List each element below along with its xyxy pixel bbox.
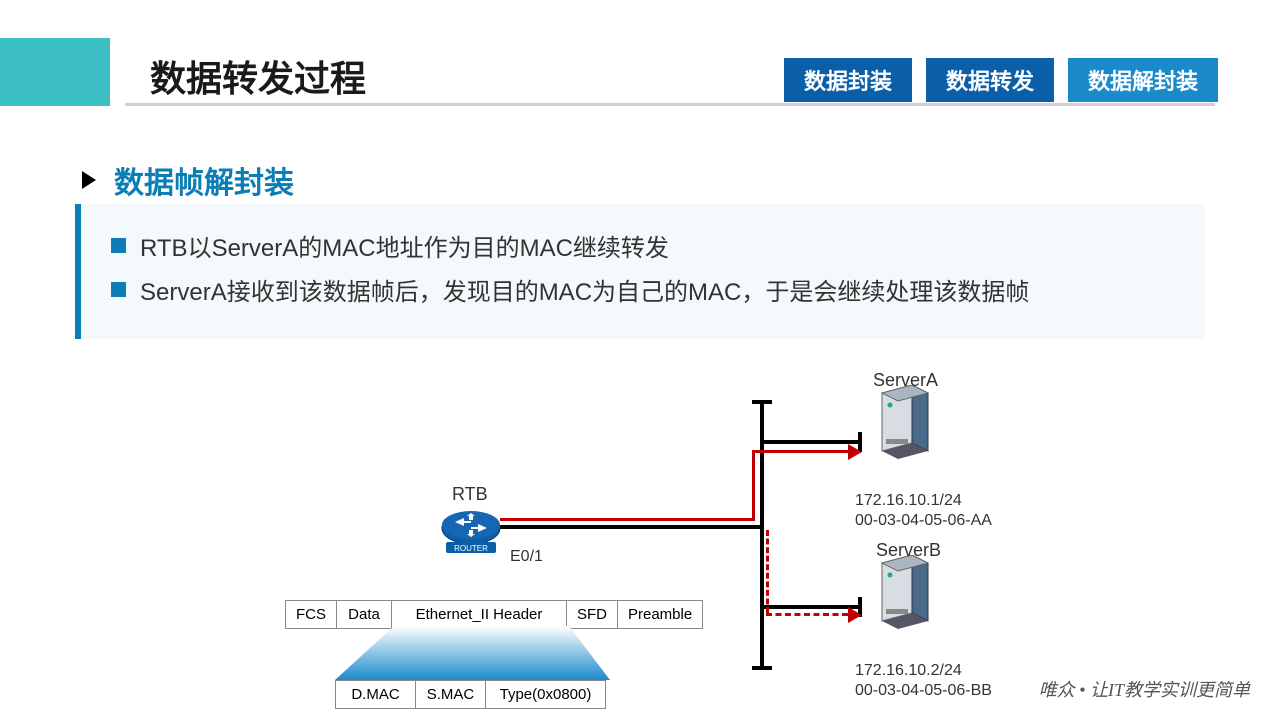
frame-cell: SFD bbox=[567, 601, 618, 629]
diagram-label: 172.16.10.2/24 bbox=[855, 662, 962, 680]
diagram-label: ServerB bbox=[876, 540, 941, 561]
pill-row: 数据封装数据转发数据解封装 bbox=[784, 58, 1218, 102]
frame-cell: Ethernet_II Header bbox=[392, 601, 567, 629]
frame-cell: D.MAC bbox=[336, 681, 416, 709]
connector-line bbox=[760, 605, 858, 609]
nav-pill: 数据转发 bbox=[926, 58, 1054, 102]
connector-line bbox=[752, 450, 755, 521]
frame-cell: Data bbox=[337, 601, 392, 629]
arrowhead-icon bbox=[848, 444, 862, 460]
server-icon bbox=[870, 555, 940, 640]
nav-pill: 数据封装 bbox=[784, 58, 912, 102]
accent-block bbox=[0, 38, 110, 106]
bullet-text: ServerA接收到该数据帧后，发现目的MAC为自己的MAC，于是会继续处理该数… bbox=[140, 274, 1029, 312]
diagram-label: RTB bbox=[452, 484, 488, 505]
section-title: 数据帧解封装 bbox=[114, 158, 294, 202]
frame-cell: Preamble bbox=[618, 601, 703, 629]
diagram-label: ServerA bbox=[873, 370, 938, 391]
triangle-bullet-icon bbox=[82, 171, 96, 189]
connector-line bbox=[752, 450, 848, 453]
connector-line bbox=[495, 525, 760, 529]
connector-line bbox=[752, 666, 772, 670]
dashed-line bbox=[766, 530, 769, 613]
outer-frame-table: FCSDataEthernet_II HeaderSFDPreamble bbox=[285, 600, 703, 629]
footer-slogan: 唯众 • 让IT教学实训更简单 bbox=[1039, 676, 1250, 702]
dashed-line bbox=[766, 613, 848, 616]
bullet-panel: RTB以ServerA的MAC地址作为目的MAC继续转发 ServerA接收到该数… bbox=[75, 204, 1205, 339]
diagram-label: 172.16.10.1/24 bbox=[855, 492, 962, 510]
svg-text:ROUTER: ROUTER bbox=[454, 544, 488, 553]
nav-pill: 数据解封装 bbox=[1068, 58, 1218, 102]
square-bullet-icon bbox=[111, 282, 126, 297]
diagram-label: E0/1 bbox=[510, 548, 543, 566]
connector-line bbox=[760, 440, 858, 444]
arrowhead-icon bbox=[848, 607, 862, 623]
bullet-text: RTB以ServerA的MAC地址作为目的MAC继续转发 bbox=[140, 230, 669, 268]
square-bullet-icon bbox=[111, 238, 126, 253]
expand-trapezoid bbox=[335, 626, 650, 684]
inner-frame-table: D.MACS.MACType(0x0800) bbox=[335, 680, 606, 709]
network-diagram: ROUTER RTB E0/1 ServerA 172.16.10.1/24 00-0… bbox=[0, 370, 1280, 720]
page-title: 数据转发过程 bbox=[150, 50, 366, 102]
diagram-label: 00-03-04-05-06-AA bbox=[855, 512, 992, 530]
connector-line bbox=[500, 518, 752, 521]
bullet-row: ServerA接收到该数据帧后，发现目的MAC为自己的MAC，于是会继续处理该数… bbox=[111, 274, 1175, 312]
diagram-label: 00-03-04-05-06-BB bbox=[855, 682, 992, 700]
section-header: 数据帧解封装 bbox=[82, 158, 294, 202]
router-icon: ROUTER bbox=[440, 510, 502, 565]
frame-cell: S.MAC bbox=[416, 681, 486, 709]
frame-cell: Type(0x0800) bbox=[486, 681, 606, 709]
server-icon bbox=[870, 385, 940, 470]
bullet-row: RTB以ServerA的MAC地址作为目的MAC继续转发 bbox=[111, 230, 1175, 268]
title-underline bbox=[125, 103, 1215, 106]
frame-cell: FCS bbox=[286, 601, 337, 629]
connector-line bbox=[752, 400, 772, 404]
